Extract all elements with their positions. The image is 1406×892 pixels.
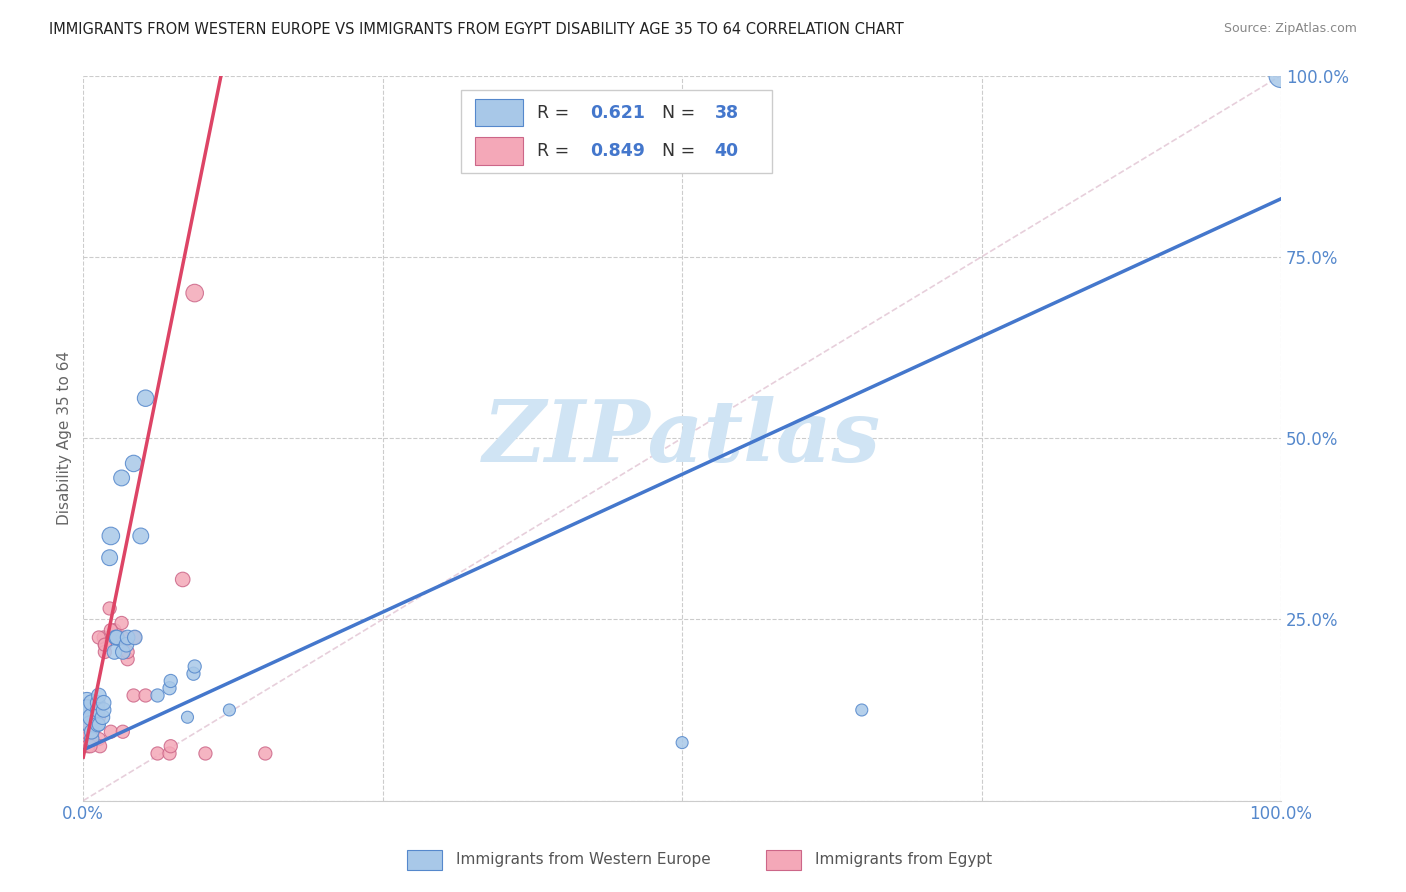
Point <box>87 710 110 724</box>
Point <box>135 689 157 703</box>
Point <box>76 696 98 710</box>
Point <box>117 652 139 666</box>
Text: Immigrants from Western Europe: Immigrants from Western Europe <box>456 853 710 867</box>
Text: R =: R = <box>537 142 575 160</box>
Point <box>80 710 103 724</box>
Point <box>254 747 277 761</box>
Point <box>146 689 169 703</box>
Point <box>94 645 117 659</box>
Point <box>87 717 110 731</box>
Point <box>183 659 205 673</box>
Text: 38: 38 <box>714 103 738 121</box>
Text: 40: 40 <box>714 142 738 160</box>
Point <box>111 724 134 739</box>
Point <box>100 724 122 739</box>
Point <box>77 739 100 754</box>
Point <box>86 717 108 731</box>
Point <box>103 645 125 659</box>
Point <box>124 631 146 645</box>
Point <box>671 736 693 750</box>
Point <box>76 703 98 717</box>
FancyBboxPatch shape <box>475 137 523 165</box>
Point <box>110 615 132 630</box>
Point <box>135 391 157 405</box>
Point <box>117 631 139 645</box>
Point <box>129 529 152 543</box>
Point <box>82 724 104 739</box>
Point <box>93 696 115 710</box>
Point <box>183 286 205 301</box>
Text: 0.621: 0.621 <box>591 103 645 121</box>
Point <box>111 645 134 659</box>
Point <box>86 696 108 710</box>
Point <box>93 631 115 645</box>
Point <box>1270 69 1292 83</box>
Point <box>87 631 110 645</box>
Point <box>89 739 111 754</box>
Point <box>76 731 98 746</box>
Point <box>146 747 169 761</box>
Text: N =: N = <box>651 103 700 121</box>
Point <box>77 717 100 731</box>
Point <box>80 703 103 717</box>
Y-axis label: Disability Age 35 to 64: Disability Age 35 to 64 <box>58 351 72 525</box>
Point <box>159 747 181 761</box>
Point <box>87 689 110 703</box>
Point <box>79 717 101 731</box>
Point <box>176 710 198 724</box>
Point <box>851 703 873 717</box>
Point <box>159 681 181 696</box>
Point <box>104 631 127 645</box>
Point <box>218 703 240 717</box>
Text: R =: R = <box>537 103 575 121</box>
Point <box>80 731 103 746</box>
Point <box>86 717 108 731</box>
Point <box>100 624 122 638</box>
Point <box>183 666 205 681</box>
Text: IMMIGRANTS FROM WESTERN EUROPE VS IMMIGRANTS FROM EGYPT DISABILITY AGE 35 TO 64 : IMMIGRANTS FROM WESTERN EUROPE VS IMMIGR… <box>49 22 904 37</box>
Point <box>94 638 117 652</box>
Point <box>104 631 127 645</box>
Point <box>80 710 103 724</box>
Point <box>159 739 181 754</box>
Text: Source: ZipAtlas.com: Source: ZipAtlas.com <box>1223 22 1357 36</box>
Point <box>159 673 181 688</box>
Point <box>93 703 115 717</box>
Point <box>103 624 125 638</box>
Point <box>87 731 110 746</box>
Point <box>194 747 217 761</box>
Point <box>80 696 103 710</box>
Point <box>122 457 145 471</box>
Point <box>79 717 101 731</box>
Point <box>98 601 121 615</box>
Text: N =: N = <box>651 142 700 160</box>
Text: Immigrants from Egypt: Immigrants from Egypt <box>815 853 993 867</box>
Point <box>100 529 122 543</box>
Point <box>172 573 194 587</box>
FancyBboxPatch shape <box>475 99 523 127</box>
Point <box>94 638 117 652</box>
Text: ZIPatlas: ZIPatlas <box>484 396 882 480</box>
Point <box>105 631 128 645</box>
FancyBboxPatch shape <box>461 90 772 173</box>
Point <box>86 703 108 717</box>
Point <box>110 471 132 485</box>
Point <box>80 731 103 746</box>
Point <box>117 645 139 659</box>
Point <box>91 710 114 724</box>
Point <box>80 724 103 739</box>
Point <box>79 739 101 754</box>
Text: 0.849: 0.849 <box>591 142 645 160</box>
Point <box>111 631 134 645</box>
Point <box>122 689 145 703</box>
Point <box>115 638 138 652</box>
Point <box>76 724 98 739</box>
Point <box>124 631 146 645</box>
Point <box>98 550 121 565</box>
Point <box>104 631 127 645</box>
